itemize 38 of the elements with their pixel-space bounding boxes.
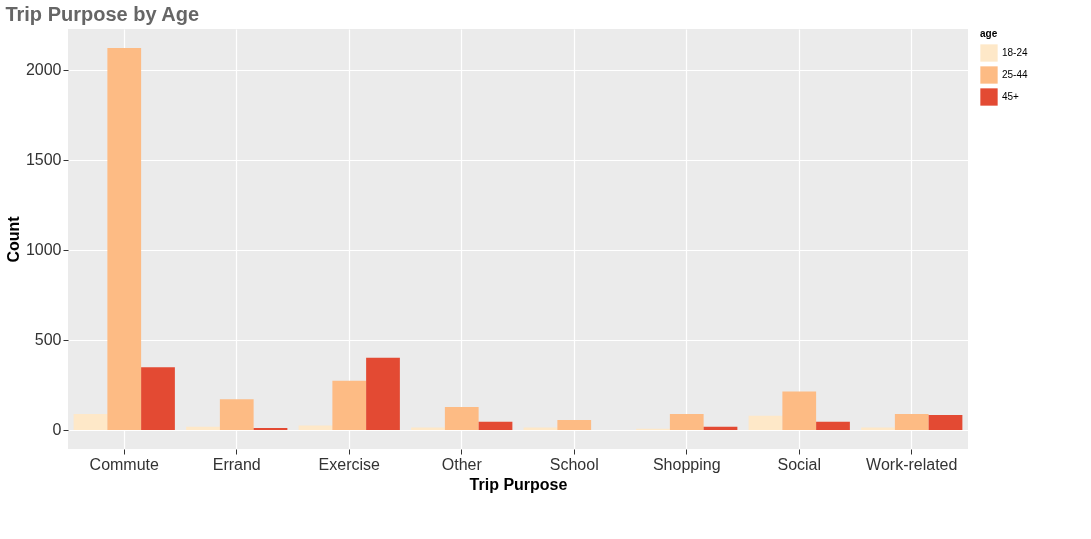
bar bbox=[669, 414, 704, 430]
chart-title: Trip Purpose by Age bbox=[5, 3, 200, 25]
bar bbox=[748, 415, 783, 430]
bar bbox=[366, 357, 400, 430]
y-tick-label: 2000 bbox=[25, 61, 62, 79]
bar bbox=[332, 380, 367, 430]
bar bbox=[141, 367, 175, 430]
x-tick-label: Commute bbox=[89, 455, 160, 473]
legend-title: age bbox=[980, 28, 998, 39]
bar bbox=[107, 48, 142, 430]
legend-label: 25-44 bbox=[1002, 69, 1029, 80]
x-tick-label: Shopping bbox=[652, 455, 721, 473]
bar bbox=[478, 421, 513, 430]
x-tick-label: Social bbox=[777, 455, 822, 473]
y-tick-label: 1000 bbox=[25, 241, 62, 259]
bar bbox=[444, 407, 479, 430]
legend-label: 18-24 bbox=[1002, 47, 1029, 58]
bar bbox=[816, 421, 850, 430]
x-tick-label: Work-related bbox=[866, 455, 958, 473]
bar bbox=[186, 426, 220, 430]
x-tick-label: Exercise bbox=[318, 455, 381, 473]
bar bbox=[928, 414, 963, 430]
bar bbox=[73, 414, 108, 430]
x-tick-label: Other bbox=[441, 455, 483, 473]
bar bbox=[219, 399, 254, 430]
bar bbox=[298, 425, 333, 430]
bar bbox=[782, 391, 817, 430]
bar bbox=[703, 426, 738, 430]
y-tick-label: 500 bbox=[34, 331, 62, 349]
y-tick-label: 1500 bbox=[25, 151, 62, 169]
bar bbox=[894, 414, 929, 430]
legend-label: 45+ bbox=[1002, 91, 1020, 102]
x-tick-label: Errand bbox=[212, 455, 261, 473]
y-tick-label: 0 bbox=[52, 421, 62, 439]
x-axis-title: Trip Purpose bbox=[469, 475, 568, 493]
x-tick-label: School bbox=[549, 455, 599, 473]
bar bbox=[557, 420, 592, 430]
y-axis-title: Count bbox=[4, 215, 22, 263]
